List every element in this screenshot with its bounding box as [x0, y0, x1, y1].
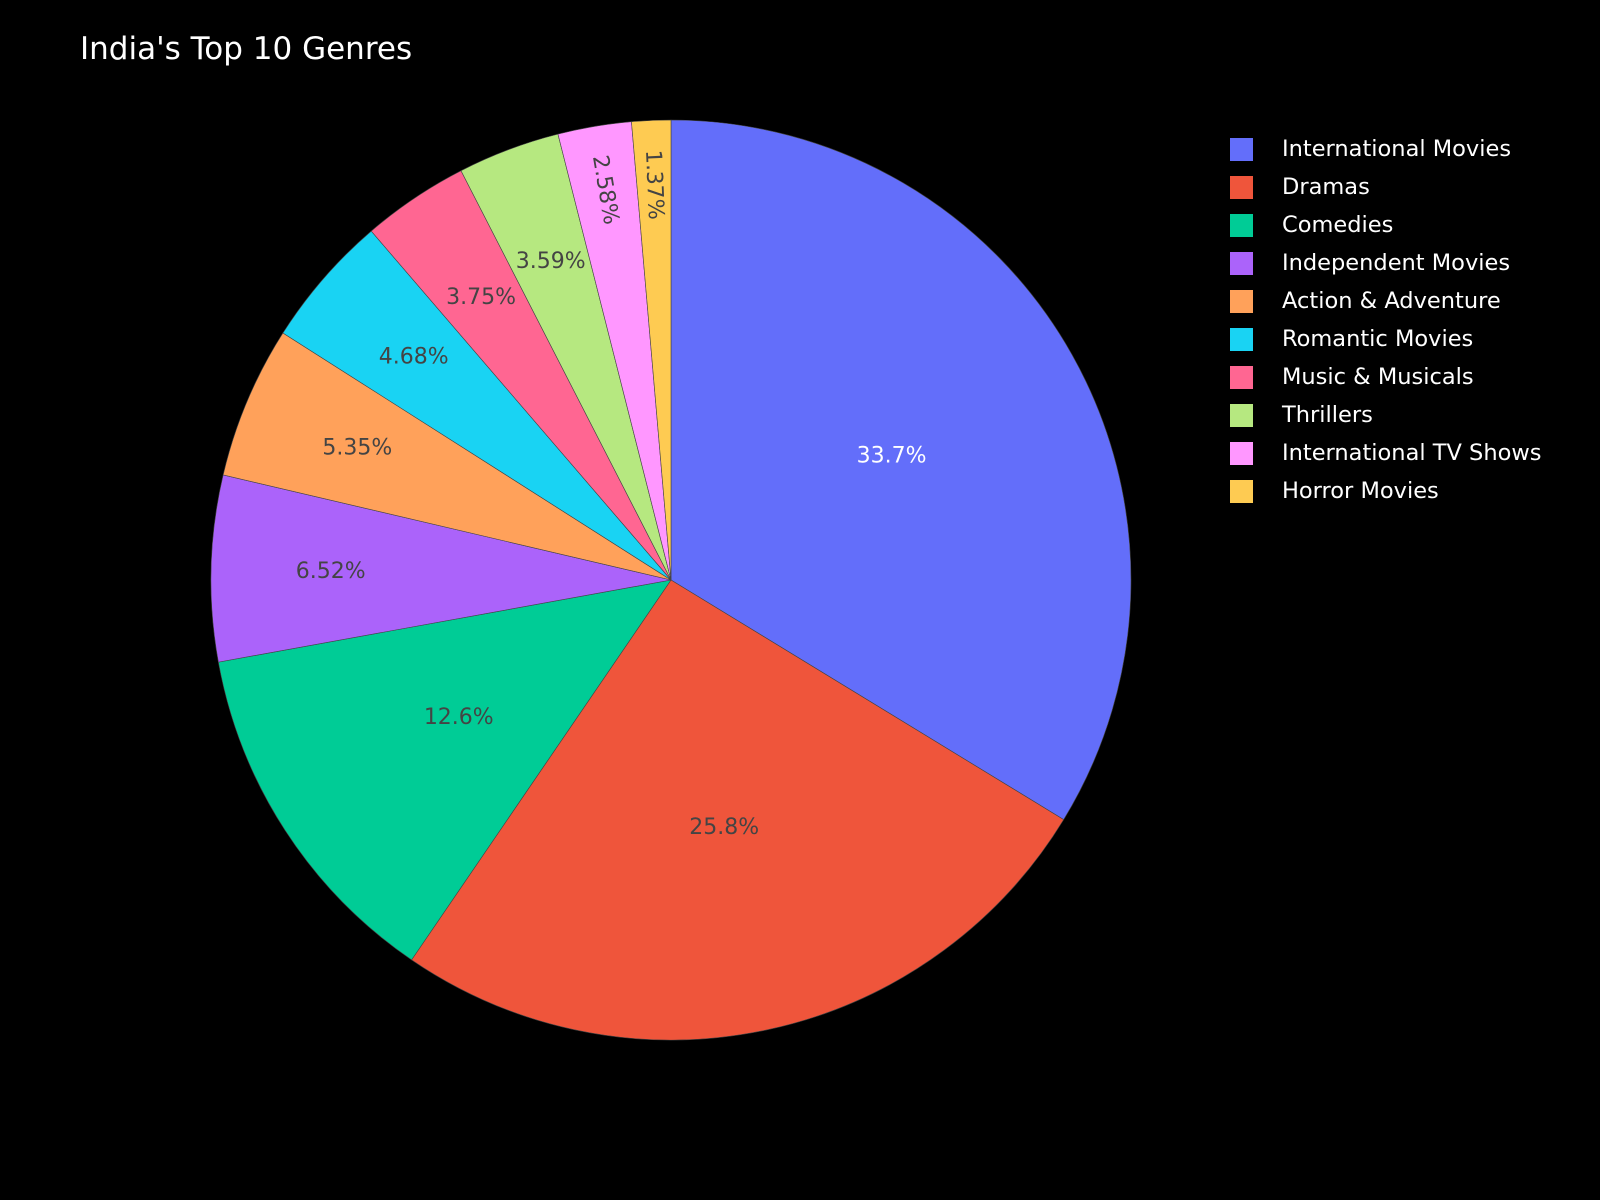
slice-value-label-thrillers: 3.59%	[516, 249, 586, 274]
pie-slice-dramas[interactable]	[411, 579, 1065, 1041]
legend[interactable]: International Movies Dramas Comedies Indepe…	[1230, 136, 1541, 504]
legend-label: Action & Adventure	[1282, 288, 1501, 314]
legend-swatch	[1230, 404, 1253, 427]
legend-swatch	[1230, 138, 1253, 161]
slice-value-label-action-and-adventure: 5.35%	[322, 435, 392, 460]
legend-label: Comedies	[1282, 212, 1393, 238]
slice-value-label-romantic-movies: 4.68%	[379, 345, 449, 370]
legend-item-independent-movies[interactable]: Independent Movies	[1230, 250, 1510, 276]
legend-swatch	[1230, 290, 1253, 313]
legend-swatch	[1230, 366, 1253, 389]
pie-slice-horror-movies[interactable]	[631, 119, 672, 581]
legend-swatch	[1230, 176, 1253, 199]
legend-item-comedies[interactable]: Comedies	[1230, 212, 1393, 238]
legend-label: Thrillers	[1281, 402, 1373, 428]
legend-item-international-movies[interactable]: International Movies	[1230, 136, 1511, 162]
legend-label: Music & Musicals	[1282, 364, 1474, 390]
legend-label: Romantic Movies	[1282, 326, 1473, 352]
legend-item-romantic-movies[interactable]: Romantic Movies	[1230, 326, 1473, 352]
legend-item-dramas[interactable]: Dramas	[1230, 174, 1370, 200]
legend-swatch	[1230, 328, 1253, 351]
slice-value-label-horror-movies: 1.37%	[640, 149, 668, 220]
legend-label: Horror Movies	[1282, 478, 1439, 504]
legend-swatch	[1230, 252, 1253, 275]
pie-slice-international-movies[interactable]	[670, 119, 1132, 821]
slice-value-label-music-and-musicals: 3.75%	[446, 285, 516, 310]
legend-label: Dramas	[1282, 174, 1370, 200]
slice-value-label-international-movies: 33.7%	[857, 444, 927, 469]
chart-title: India's Top 10 Genres	[80, 31, 412, 67]
legend-swatch	[1230, 214, 1253, 237]
legend-swatch	[1230, 442, 1253, 465]
pie-slice-comedies[interactable]	[218, 579, 672, 961]
legend-item-music-and-musicals[interactable]: Music & Musicals	[1230, 364, 1474, 390]
pie-slices	[210, 119, 1132, 1041]
legend-label: International Movies	[1282, 136, 1511, 162]
legend-label: Independent Movies	[1282, 250, 1510, 276]
legend-item-horror-movies[interactable]: Horror Movies	[1230, 478, 1439, 504]
pie-slice-action-and-adventure[interactable]	[222, 332, 672, 581]
pie-slice-independent-movies[interactable]	[210, 474, 672, 663]
slice-value-label-comedies: 12.6%	[424, 705, 494, 730]
legend-label: International TV Shows	[1282, 440, 1541, 466]
slice-value-label-independent-movies: 6.52%	[296, 559, 366, 584]
legend-item-thrillers[interactable]: Thrillers	[1230, 402, 1373, 428]
legend-item-international-tv-shows[interactable]: International TV Shows	[1230, 440, 1541, 466]
legend-swatch	[1230, 480, 1253, 503]
legend-item-action-and-adventure[interactable]: Action & Adventure	[1230, 288, 1501, 314]
slice-value-label-dramas: 25.8%	[689, 815, 759, 840]
